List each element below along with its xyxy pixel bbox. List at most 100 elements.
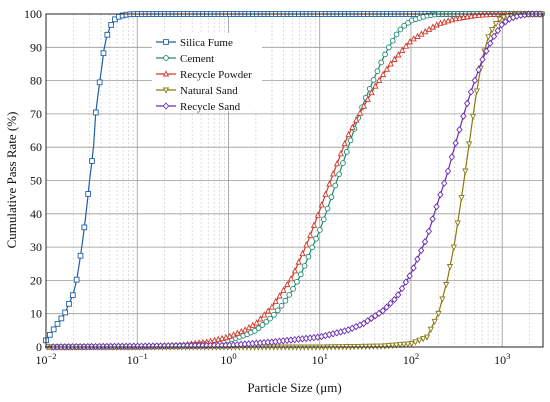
data-point	[263, 318, 270, 325]
legend-marker	[162, 102, 170, 110]
x-axis-label: Particle Size (μm)	[247, 380, 341, 395]
x-tick-label: 103	[494, 351, 510, 367]
data-point	[486, 39, 494, 48]
y-tick-label: 20	[30, 273, 42, 287]
y-tick-label: 100	[24, 7, 42, 21]
data-point	[393, 342, 400, 349]
legend-entry: Recycle Powder	[156, 69, 252, 81]
y-axis-label: Cumulative Pass Rate (%)	[4, 112, 19, 249]
data-point	[280, 286, 287, 293]
data-point	[267, 315, 273, 322]
data-point	[322, 190, 329, 197]
x-tick-labels: 10−2 10−1 100 101 102 103	[35, 351, 510, 367]
data-point	[360, 319, 367, 328]
data-point	[400, 341, 408, 349]
data-point	[417, 246, 425, 255]
data-point	[251, 328, 258, 334]
data-point	[439, 296, 446, 303]
data-point	[66, 300, 72, 307]
x-tick-label: 10−2	[35, 351, 56, 367]
data-point	[272, 297, 279, 305]
data-point	[366, 85, 373, 92]
legend-label: Recycle Powder	[180, 69, 252, 81]
legend-marker	[163, 55, 169, 61]
data-point	[446, 264, 454, 271]
data-point	[423, 334, 431, 341]
data-point	[448, 153, 456, 161]
data-point	[303, 241, 310, 248]
data-point	[462, 168, 469, 175]
data-point	[370, 76, 377, 83]
data-point	[89, 158, 95, 164]
data-point	[349, 123, 356, 130]
y-tick-label: 90	[30, 40, 42, 54]
data-point	[50, 326, 57, 333]
data-point	[467, 88, 475, 96]
data-point	[479, 55, 486, 64]
data-point	[452, 139, 459, 147]
data-point	[264, 307, 272, 314]
data-point	[398, 284, 406, 293]
data-point	[324, 205, 331, 212]
data-point	[372, 82, 379, 89]
data-point	[471, 76, 479, 85]
data-point	[420, 336, 427, 343]
data-point	[305, 253, 312, 260]
data-point	[406, 272, 413, 280]
data-point	[62, 309, 69, 316]
data-point	[502, 18, 509, 26]
data-point	[389, 342, 396, 350]
data-point	[294, 278, 300, 285]
data-point	[383, 303, 390, 311]
data-point	[490, 32, 498, 41]
legend-marker	[162, 70, 170, 77]
data-point	[268, 303, 276, 310]
data-point	[437, 191, 444, 199]
data-point	[368, 314, 375, 323]
data-point	[295, 258, 302, 265]
data-point	[317, 227, 323, 233]
data-point	[460, 112, 467, 120]
data-point	[291, 267, 299, 274]
data-point	[479, 11, 486, 18]
data-point	[404, 341, 411, 348]
data-point	[96, 79, 103, 86]
legend-entry: Cement	[156, 53, 214, 65]
data-point	[471, 11, 479, 19]
data-point	[297, 271, 304, 278]
plot-frame	[45, 13, 544, 348]
data-point	[257, 315, 264, 322]
data-point	[108, 22, 114, 28]
data-point	[463, 99, 471, 108]
data-point	[466, 141, 473, 148]
data-point	[259, 322, 266, 328]
data-point	[391, 55, 398, 62]
data-point	[238, 327, 245, 335]
data-point	[347, 137, 354, 144]
data-point	[54, 321, 61, 327]
legend-box	[152, 33, 262, 111]
data-point	[287, 275, 295, 282]
data-point	[475, 66, 482, 74]
data-point	[397, 26, 404, 33]
legend: Silica Fume Cement Recycle Powder Natural S…	[152, 33, 262, 113]
data-point	[444, 167, 452, 175]
data-point	[385, 343, 392, 350]
y-tick-label: 40	[30, 207, 42, 221]
data-point	[429, 215, 436, 223]
data-point	[310, 221, 318, 228]
data-point	[386, 44, 392, 51]
data-point	[375, 309, 383, 317]
data-point	[443, 282, 450, 289]
data-point	[307, 231, 314, 238]
legend-entry: Recycle Sand	[156, 101, 241, 113]
data-point	[309, 244, 316, 251]
data-point	[320, 216, 327, 223]
data-point	[431, 318, 438, 326]
data-point	[427, 326, 434, 333]
data-point	[377, 343, 385, 350]
data-point	[433, 21, 440, 28]
data-point	[284, 280, 291, 288]
data-point	[69, 292, 76, 299]
data-point	[336, 171, 342, 178]
